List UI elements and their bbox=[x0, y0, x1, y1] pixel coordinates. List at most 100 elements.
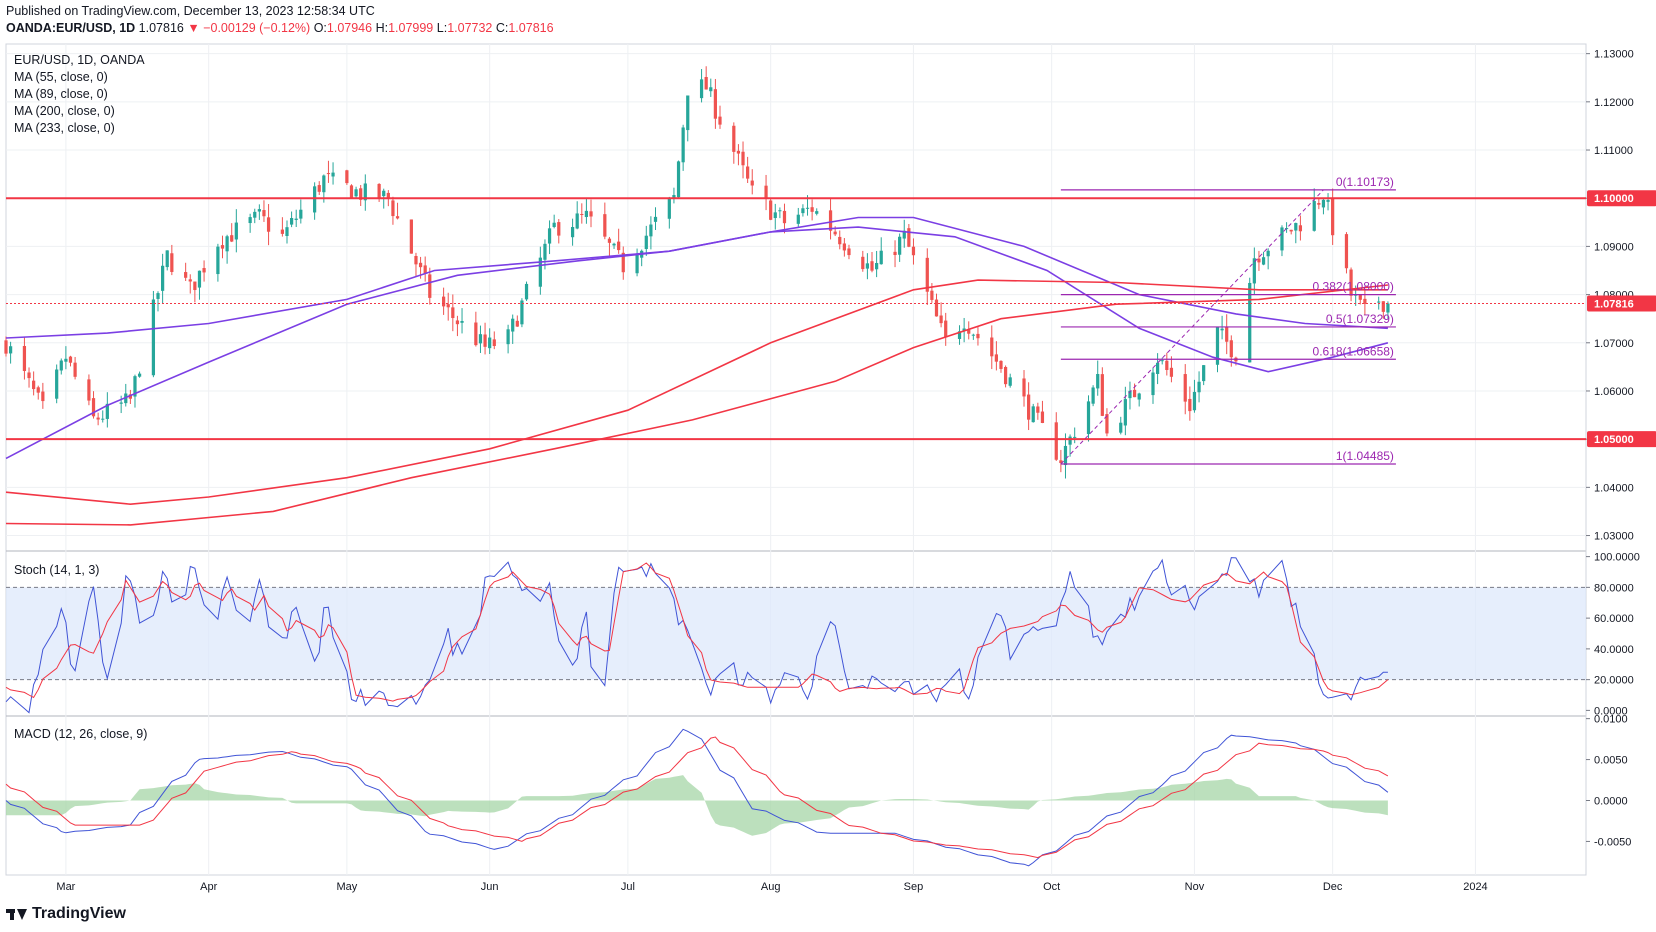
candle-up bbox=[709, 87, 713, 92]
candle-up bbox=[1294, 223, 1298, 231]
candle-up bbox=[1321, 199, 1326, 208]
legend-stoch[interactable]: Stoch (14, 1, 3) bbox=[14, 563, 100, 577]
candle-down bbox=[451, 307, 455, 319]
candle-down bbox=[746, 166, 750, 179]
candle-up bbox=[285, 227, 289, 236]
tradingview-brand[interactable]: TradingView bbox=[6, 905, 126, 923]
candle-down bbox=[967, 329, 971, 334]
candle-up bbox=[8, 346, 13, 354]
price-change: ▼ −0.00129 (−0.12%) bbox=[187, 21, 311, 35]
candle-down bbox=[704, 76, 708, 90]
candle-down bbox=[617, 241, 621, 251]
candle-down bbox=[428, 274, 432, 298]
fib-level-label: 0.382(1.08000) bbox=[1313, 280, 1394, 294]
candle-down bbox=[833, 231, 837, 235]
legend-title[interactable]: EUR/USD, 1D, OANDA bbox=[14, 53, 145, 67]
price-tick-label: 1.12000 bbox=[1594, 97, 1634, 109]
symbol-ohlc-line: OANDA:EUR/USD, 1D 1.07816 ▼ −0.00129 (−0… bbox=[6, 21, 554, 35]
legend-macd[interactable]: MACD (12, 26, close, 9) bbox=[14, 727, 148, 741]
candle-up bbox=[902, 230, 906, 239]
candle-up bbox=[1086, 401, 1091, 435]
candle-up bbox=[156, 293, 160, 299]
candle-up bbox=[460, 320, 464, 323]
candle-down bbox=[718, 116, 722, 125]
high-label: H: bbox=[375, 21, 389, 35]
legend-ma55[interactable]: MA (55, close, 0) bbox=[14, 70, 108, 84]
candle-down bbox=[847, 248, 851, 256]
candle-up bbox=[667, 197, 671, 219]
stoch-k-line bbox=[5, 557, 1388, 714]
candle-down bbox=[838, 236, 842, 245]
candle-down bbox=[911, 246, 916, 256]
candle-down bbox=[22, 345, 27, 371]
close-value: 1.07816 bbox=[508, 21, 554, 35]
candle-down bbox=[810, 207, 814, 212]
candle-up bbox=[681, 127, 685, 163]
candle-up bbox=[1091, 387, 1095, 404]
candle-up bbox=[59, 360, 63, 371]
candle-down bbox=[326, 173, 331, 175]
candle-up bbox=[815, 211, 819, 214]
candle-down bbox=[934, 299, 939, 317]
candle-up bbox=[1123, 399, 1127, 426]
candle-down bbox=[750, 180, 754, 186]
candle-up bbox=[796, 214, 800, 224]
stoch-tick-label: 0.0000 bbox=[1594, 705, 1628, 717]
x-tick-label: Jul bbox=[621, 881, 635, 893]
legend-ma200[interactable]: MA (200, close, 0) bbox=[14, 104, 115, 118]
candle-up bbox=[653, 216, 658, 222]
candle-down bbox=[1317, 202, 1321, 205]
candle-up bbox=[635, 255, 639, 274]
candle-up bbox=[699, 79, 704, 99]
candle-up bbox=[612, 243, 616, 246]
candle-down bbox=[930, 290, 934, 300]
open-value: 1.07946 bbox=[326, 21, 373, 35]
candle-down bbox=[828, 210, 833, 231]
candle-up bbox=[686, 95, 690, 131]
candle-up bbox=[506, 329, 510, 345]
fib-level-label: 0(1.10173) bbox=[1336, 175, 1394, 189]
ma-line-890 bbox=[5, 226, 1389, 460]
candle-up bbox=[778, 210, 782, 212]
candle-up bbox=[898, 236, 902, 255]
candle-up bbox=[801, 208, 805, 214]
candle-down bbox=[27, 372, 31, 379]
candle-up bbox=[971, 334, 975, 336]
price-tick-label: 1.07000 bbox=[1594, 338, 1634, 350]
candle-up bbox=[1128, 390, 1132, 399]
candle-down bbox=[713, 89, 717, 119]
macd-tick-label: 0.0100 bbox=[1594, 714, 1628, 726]
candle-up bbox=[1192, 391, 1197, 411]
candle-up bbox=[543, 243, 547, 260]
level-price-badge bbox=[1587, 190, 1656, 207]
fib-level-label: 0.618(1.06658) bbox=[1313, 344, 1394, 358]
legend-ma233[interactable]: MA (233, close, 0) bbox=[14, 121, 115, 135]
candle-up bbox=[1155, 362, 1160, 374]
macd-signal-line bbox=[5, 736, 1389, 859]
candle-up bbox=[1137, 393, 1141, 400]
candle-down bbox=[391, 200, 395, 217]
fib-level-label: 0.5(1.07329) bbox=[1326, 312, 1394, 326]
candle-up bbox=[1252, 258, 1256, 284]
candle-down bbox=[764, 185, 768, 199]
legend-ma89[interactable]: MA (89, close, 0) bbox=[14, 87, 108, 101]
level-price-label: 1.05000 bbox=[1594, 434, 1634, 446]
price-tick-label: 1.06000 bbox=[1594, 386, 1634, 398]
candle-down bbox=[515, 320, 519, 327]
candle-down bbox=[1022, 378, 1026, 397]
candle-down bbox=[1188, 398, 1192, 412]
candle-down bbox=[1132, 389, 1137, 398]
candle-down bbox=[423, 265, 427, 274]
candle-down bbox=[990, 337, 994, 357]
candle-up bbox=[289, 218, 294, 225]
brand-label: TradingView bbox=[32, 905, 126, 922]
candle-up bbox=[257, 209, 261, 212]
candle-up bbox=[520, 300, 524, 325]
candle-down bbox=[317, 185, 321, 192]
x-tick-label: Sep bbox=[904, 881, 924, 893]
candle-up bbox=[197, 270, 202, 288]
candle-down bbox=[188, 279, 192, 282]
candle-down bbox=[1381, 301, 1385, 312]
candle-up bbox=[644, 235, 648, 250]
